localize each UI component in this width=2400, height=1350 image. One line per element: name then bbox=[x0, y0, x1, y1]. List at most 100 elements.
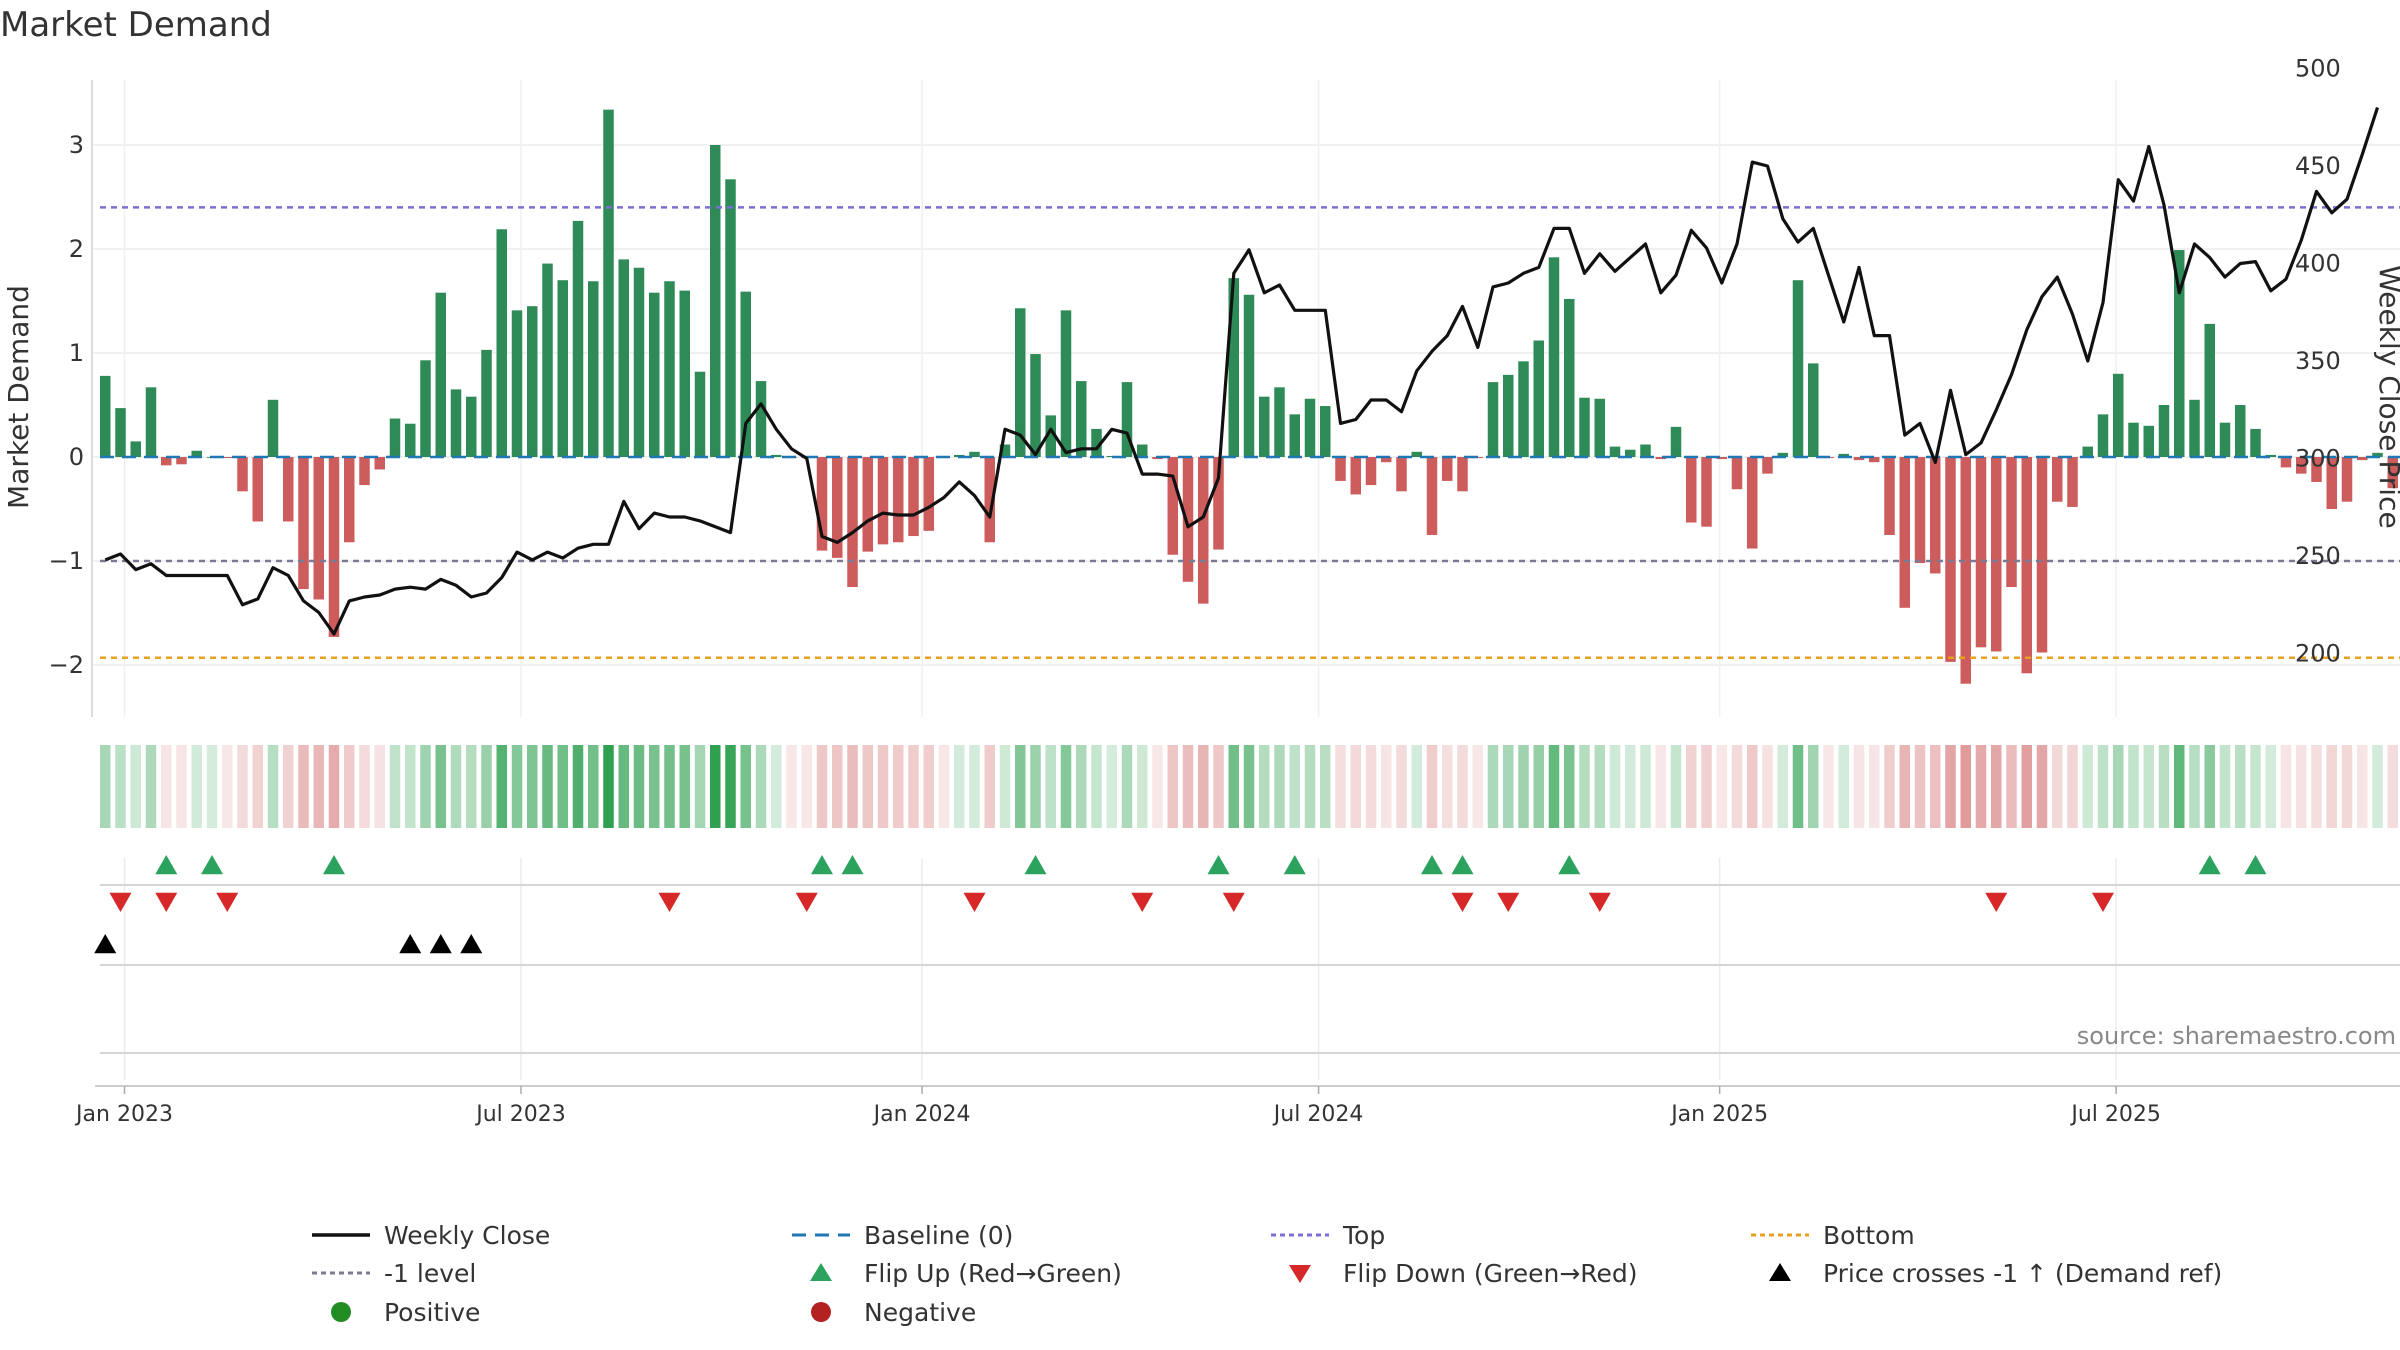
demand-bar bbox=[969, 451, 980, 457]
legend-label: Price crosses -1 ↑ (Demand ref) bbox=[1823, 1259, 2222, 1288]
heat-cell bbox=[2006, 745, 2017, 828]
demand-bar bbox=[1670, 426, 1682, 457]
y2-tick-label: 300 bbox=[2295, 445, 2341, 473]
demand-bar bbox=[1289, 414, 1300, 457]
legend-symbol bbox=[811, 1302, 831, 1322]
price-cross-marker bbox=[399, 934, 422, 954]
heat-cell bbox=[283, 745, 294, 828]
heat-cell bbox=[1838, 745, 1849, 828]
demand-bar bbox=[2387, 457, 2398, 489]
heat-cell bbox=[1808, 745, 1819, 828]
demand-bar bbox=[1762, 457, 1773, 474]
demand-bar bbox=[2235, 405, 2246, 457]
heat-cell bbox=[1899, 745, 1910, 828]
heat-cell bbox=[725, 745, 736, 828]
heat-cell bbox=[313, 745, 324, 828]
demand-bar bbox=[267, 399, 279, 457]
demand-bar bbox=[1396, 457, 1407, 492]
demand-bar bbox=[740, 291, 751, 457]
demand-bar bbox=[1259, 396, 1270, 457]
heat-cell bbox=[252, 745, 263, 828]
heat-cell bbox=[161, 745, 172, 828]
demand-bar bbox=[496, 229, 507, 457]
y2-tick-label: 200 bbox=[2295, 640, 2341, 668]
heat-cell bbox=[359, 745, 370, 828]
flip-up-marker bbox=[155, 855, 178, 875]
demand-bar bbox=[1625, 449, 1636, 457]
heat-cell bbox=[710, 745, 721, 828]
demand-bar bbox=[1838, 453, 1849, 457]
y2-tick-label: 350 bbox=[2295, 347, 2341, 375]
demand-bar bbox=[1930, 457, 1941, 574]
demand-bar bbox=[1243, 294, 1255, 457]
y2-tick-label: 250 bbox=[2295, 542, 2341, 570]
heat-cell bbox=[1884, 745, 1895, 828]
demand-bar bbox=[557, 280, 568, 457]
heat-cell bbox=[1365, 745, 1377, 828]
demand-bar bbox=[1320, 406, 1331, 457]
demand-bar bbox=[1198, 457, 1209, 604]
heat-cell bbox=[222, 745, 233, 828]
heat-cell bbox=[1198, 745, 1209, 828]
demand-bar bbox=[2113, 373, 2124, 457]
demand-bar bbox=[2067, 457, 2078, 507]
heat-cell bbox=[1060, 745, 1072, 828]
demand-bar bbox=[1091, 428, 1102, 457]
demand-bar bbox=[1076, 381, 1087, 457]
demand-bar bbox=[2219, 422, 2231, 457]
heat-cell bbox=[1609, 745, 1621, 828]
demand-bar bbox=[313, 457, 324, 600]
demand-bar bbox=[862, 457, 873, 552]
heat-cell bbox=[938, 745, 950, 828]
demand-bar bbox=[405, 423, 416, 457]
heat-cell bbox=[832, 745, 843, 828]
heat-cell bbox=[1442, 745, 1453, 828]
heat-cell bbox=[1625, 745, 1636, 828]
demand-bar bbox=[633, 267, 645, 457]
price-line bbox=[104, 107, 2380, 636]
heat-cell bbox=[1259, 745, 1270, 828]
heat-cell bbox=[1091, 745, 1102, 828]
heat-cell bbox=[1655, 745, 1666, 828]
legend-label: Top bbox=[1342, 1221, 1385, 1250]
heat-cell bbox=[1213, 745, 1224, 828]
demand-bar bbox=[908, 457, 919, 537]
demand-bar bbox=[1274, 387, 1285, 457]
heat-cell bbox=[816, 745, 828, 828]
heat-cell bbox=[496, 745, 507, 828]
flip-down-marker bbox=[795, 892, 818, 912]
demand-bar bbox=[2357, 457, 2368, 461]
heat-cell bbox=[1686, 745, 1697, 828]
demand-bar bbox=[481, 349, 492, 457]
legend-symbol bbox=[1289, 1265, 1311, 1283]
demand-bar bbox=[420, 360, 431, 457]
demand-bar bbox=[2143, 425, 2154, 457]
heat-cell bbox=[176, 745, 187, 828]
demand-bar bbox=[1716, 457, 1727, 460]
demand-bar bbox=[725, 179, 736, 457]
legend-label: Bottom bbox=[1823, 1221, 1915, 1250]
demand-bar bbox=[2296, 457, 2307, 474]
price-cross-marker bbox=[94, 934, 117, 954]
x-tick-label: Jul 2025 bbox=[2069, 1102, 2161, 1127]
flip-up-marker bbox=[1207, 855, 1230, 875]
legend-symbol bbox=[331, 1302, 351, 1322]
heat-cell bbox=[1106, 745, 1117, 828]
demand-bar bbox=[710, 145, 721, 457]
heat-cell bbox=[1304, 745, 1316, 828]
heat-cell bbox=[618, 745, 629, 828]
heat-cell bbox=[267, 745, 279, 828]
heat-cell bbox=[1930, 745, 1941, 828]
heat-cell bbox=[145, 745, 157, 828]
demand-bar bbox=[1381, 457, 1392, 463]
heat-cell bbox=[1487, 745, 1499, 828]
flip-down-marker bbox=[963, 892, 986, 912]
heat-cell bbox=[2067, 745, 2078, 828]
heat-cell bbox=[481, 745, 492, 828]
heat-cell bbox=[2296, 745, 2307, 828]
heat-cell bbox=[1121, 745, 1133, 828]
heat-cell bbox=[1533, 745, 1544, 828]
heat-cell bbox=[1503, 745, 1514, 828]
demand-bar bbox=[1884, 457, 1895, 535]
heat-cell bbox=[771, 745, 782, 828]
